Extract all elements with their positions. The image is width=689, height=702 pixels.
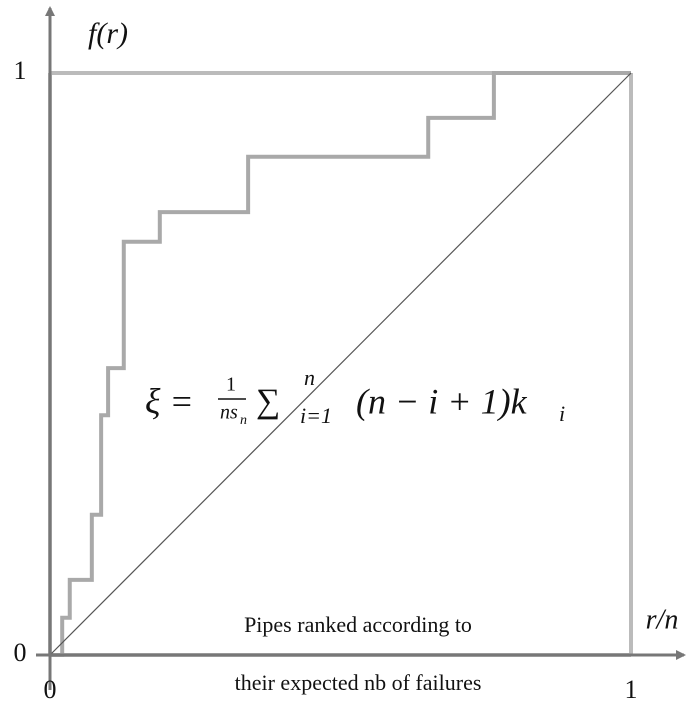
formula-part: i=1	[300, 403, 332, 428]
formula-part: 1	[226, 374, 236, 396]
annotation: Pipes ranked according to	[244, 612, 472, 637]
annotation: their expected nb of failures	[235, 670, 482, 695]
y-axis-label: f(r)	[88, 17, 128, 50]
formula-part: i	[559, 401, 565, 426]
formula-part: ns	[220, 402, 238, 424]
formula-part: ξ =	[145, 381, 194, 421]
x-tick-label: 0	[44, 675, 57, 702]
formula-part: ∑	[256, 383, 280, 420]
x-axis-label: r/n	[646, 604, 679, 635]
y-tick-label: 1	[14, 56, 27, 85]
formula-part: n	[240, 413, 247, 428]
formula-part: (n − i + 1)k	[356, 381, 528, 421]
formula: ξ = 1 ns n ∑ n i=1 (n − i + 1)k i	[145, 365, 565, 428]
y-tick-label: 0	[14, 638, 27, 667]
series-line	[49, 72, 632, 656]
x-tick-label: 1	[625, 675, 638, 702]
formula-part: n	[304, 365, 315, 390]
series-line	[50, 71, 631, 657]
